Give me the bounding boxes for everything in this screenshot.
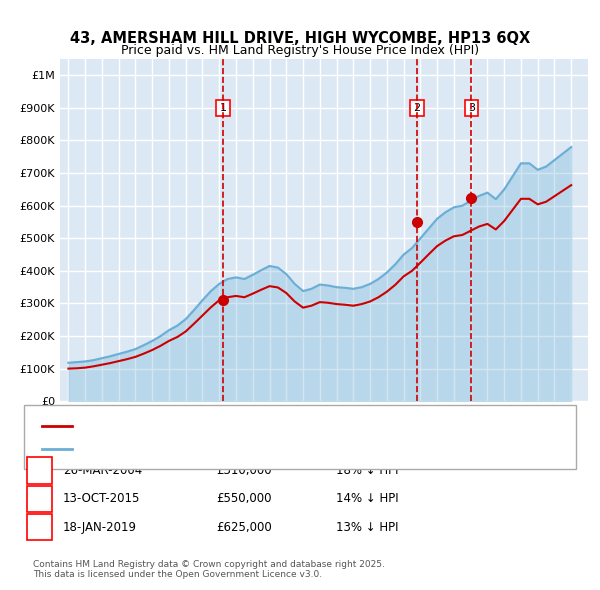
Text: 14% ↓ HPI: 14% ↓ HPI bbox=[336, 492, 398, 506]
Text: Contains HM Land Registry data © Crown copyright and database right 2025.
This d: Contains HM Land Registry data © Crown c… bbox=[33, 560, 385, 579]
Text: £625,000: £625,000 bbox=[216, 520, 272, 534]
Text: HPI: Average price, detached house, Buckinghamshire: HPI: Average price, detached house, Buck… bbox=[81, 444, 378, 454]
Text: 1: 1 bbox=[36, 466, 43, 476]
Text: 18-JAN-2019: 18-JAN-2019 bbox=[63, 520, 137, 534]
Text: 3: 3 bbox=[468, 103, 475, 113]
Text: 2: 2 bbox=[413, 103, 420, 113]
Text: 1: 1 bbox=[220, 103, 227, 113]
Text: 13% ↓ HPI: 13% ↓ HPI bbox=[336, 520, 398, 534]
Text: 18% ↓ HPI: 18% ↓ HPI bbox=[336, 464, 398, 477]
Text: 2: 2 bbox=[36, 494, 43, 504]
Text: 13-OCT-2015: 13-OCT-2015 bbox=[63, 492, 140, 506]
Text: £550,000: £550,000 bbox=[216, 492, 271, 506]
Text: 43, AMERSHAM HILL DRIVE, HIGH WYCOMBE, HP13 6QX (detached house): 43, AMERSHAM HILL DRIVE, HIGH WYCOMBE, H… bbox=[81, 421, 487, 431]
Text: 43, AMERSHAM HILL DRIVE, HIGH WYCOMBE, HP13 6QX: 43, AMERSHAM HILL DRIVE, HIGH WYCOMBE, H… bbox=[70, 31, 530, 46]
Text: 26-MAR-2004: 26-MAR-2004 bbox=[63, 464, 142, 477]
Text: 3: 3 bbox=[36, 522, 43, 532]
Text: Price paid vs. HM Land Registry's House Price Index (HPI): Price paid vs. HM Land Registry's House … bbox=[121, 44, 479, 57]
Text: £310,000: £310,000 bbox=[216, 464, 272, 477]
